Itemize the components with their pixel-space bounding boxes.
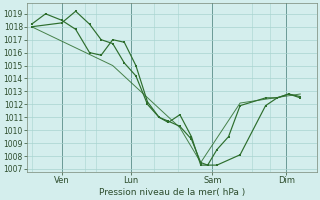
X-axis label: Pression niveau de la mer( hPa ): Pression niveau de la mer( hPa ) xyxy=(99,188,245,197)
